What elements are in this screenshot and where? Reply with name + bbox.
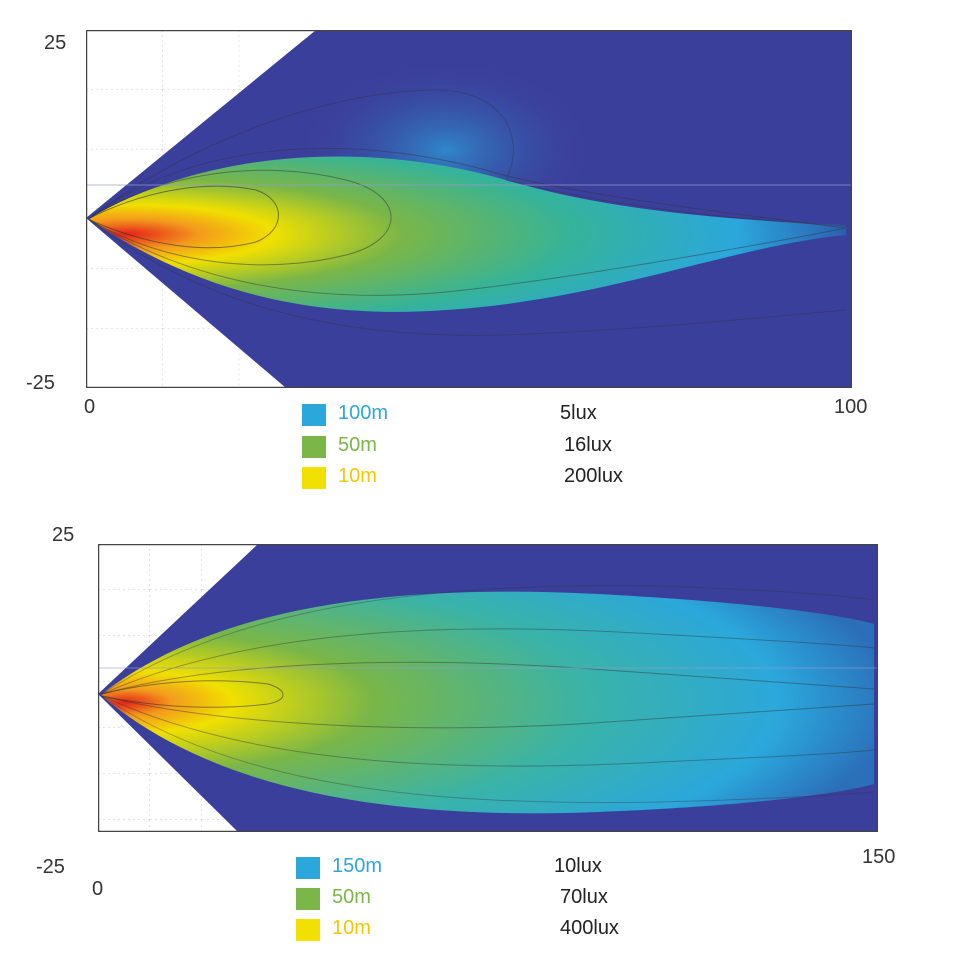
legend-row: 10m 200lux xyxy=(302,465,662,491)
legend-distance: 10m xyxy=(332,917,371,939)
x-tick-end: 150 xyxy=(862,846,896,868)
legend-lux: 5lux xyxy=(560,402,597,424)
legend-distance: 50m xyxy=(338,434,377,456)
legend-lux: 200lux xyxy=(564,465,623,487)
y-tick-top: 25 xyxy=(52,524,75,546)
legend-row: 10m 400lux xyxy=(296,917,656,943)
legend-swatch xyxy=(296,888,320,910)
legend-lux: 70lux xyxy=(560,886,608,908)
beam-chart-bottom: 25 -25 0 150 xyxy=(0,480,958,960)
x-tick-start: 0 xyxy=(84,396,96,418)
legend-row: 50m 16lux xyxy=(302,434,662,460)
legend-row: 100m 5lux xyxy=(302,402,662,428)
legend-distance: 50m xyxy=(332,886,371,908)
y-tick-bottom: -25 xyxy=(36,856,65,878)
legend-distance: 150m xyxy=(332,855,383,877)
beam-plot-bottom xyxy=(98,544,878,832)
legend-distance: 100m xyxy=(338,402,389,424)
legend-swatch xyxy=(302,467,326,489)
beam-plot-top xyxy=(86,30,852,388)
beam-chart-top: 25 -25 0 100 xyxy=(26,30,868,489)
legend-swatch xyxy=(296,919,320,941)
legend-lux: 400lux xyxy=(560,917,619,939)
legend-lux: 16lux xyxy=(564,434,612,456)
x-tick-start: 0 xyxy=(92,878,104,900)
x-tick-end: 100 xyxy=(834,396,868,418)
legend-row: 50m 70lux xyxy=(296,886,656,912)
y-tick-top: 25 xyxy=(44,32,67,54)
legend-lux: 10lux xyxy=(554,855,602,877)
legend-row: 150m 10lux xyxy=(296,855,656,881)
legend-swatch xyxy=(302,436,326,458)
legend-distance: 10m xyxy=(338,465,377,487)
y-tick-bottom: -25 xyxy=(26,372,55,394)
legend-swatch xyxy=(296,857,320,879)
legend-swatch xyxy=(302,404,326,426)
